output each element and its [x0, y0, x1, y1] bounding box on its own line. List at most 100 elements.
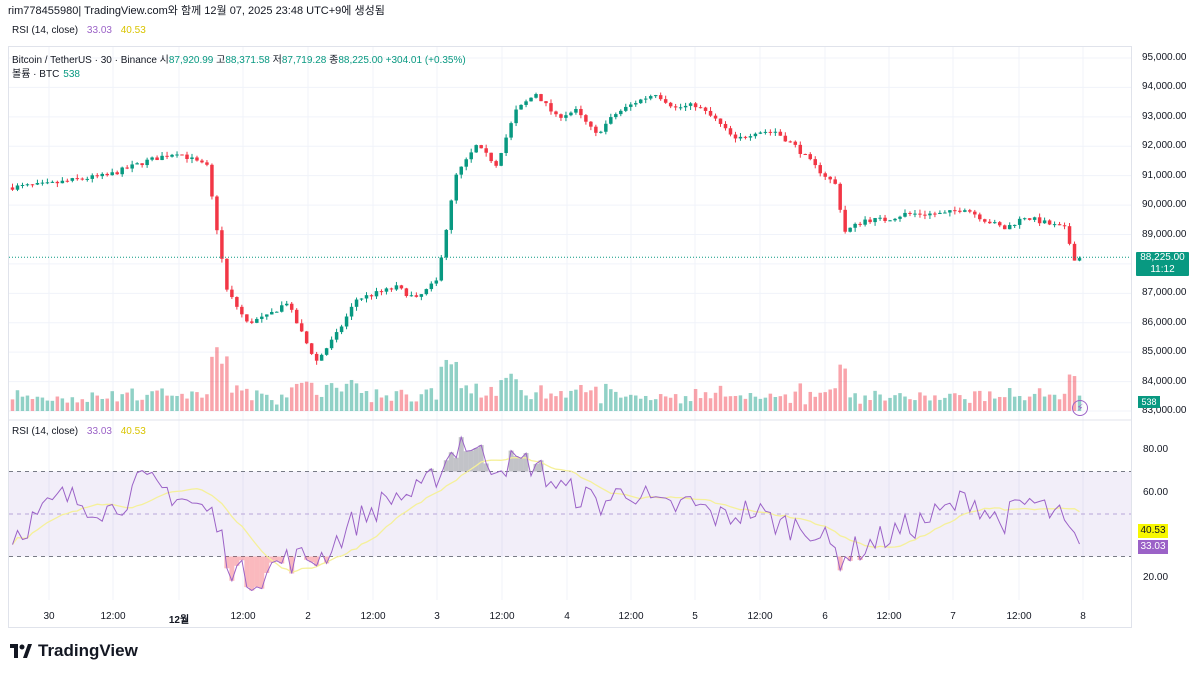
candle-body [349, 306, 354, 317]
volume-bar [943, 397, 947, 411]
tradingview-logo[interactable]: TradingView [10, 641, 138, 661]
candle-body [359, 298, 364, 300]
candle-body [220, 230, 224, 259]
candle-body [678, 107, 683, 109]
candle-body [858, 223, 862, 225]
volume-bar [968, 402, 972, 411]
symbol-legend: Bitcoin / TetherUS · 30 · Binance 시87,92… [12, 54, 466, 82]
candle-body [753, 133, 758, 137]
price-axis-label: 83,000.00 [1142, 405, 1187, 416]
volume-bar [125, 392, 129, 411]
rsi-top-label: RSI (14, close) [12, 25, 79, 36]
volume-bar [195, 392, 199, 411]
volume-bar [813, 396, 817, 411]
candle-body [165, 155, 169, 157]
candle-body [873, 218, 877, 223]
candle-body [95, 175, 100, 177]
volume-bar [165, 395, 169, 411]
candle-body [150, 157, 154, 160]
volume-bar [494, 395, 498, 411]
volume-bar [963, 399, 967, 411]
volume-bar [1072, 376, 1077, 411]
volume-bar [389, 400, 394, 411]
candle-body [225, 258, 229, 290]
rsi-panel-ma-value: 40.53 [120, 426, 146, 437]
price-axis-label: 87,000.00 [1142, 287, 1187, 299]
volume-bar [404, 394, 409, 411]
volume-bar [409, 401, 414, 411]
volume-bar [70, 397, 75, 411]
volume-bar [1027, 396, 1032, 411]
time-axis-label: 3 [434, 611, 440, 622]
volume-bar [534, 392, 538, 411]
volume-bar [200, 397, 204, 411]
candle-body [559, 114, 563, 118]
candle-body [992, 222, 997, 224]
symbol-name[interactable]: Bitcoin / TetherUS · 30 · Binance [12, 55, 157, 66]
candle-body [135, 163, 139, 165]
candle-body [100, 173, 104, 177]
candle-body [1017, 218, 1022, 225]
lightning-icon[interactable]: ⚡ [1072, 400, 1088, 416]
rsi-top-ma-value: 40.53 [120, 25, 146, 36]
candle-body [494, 161, 498, 166]
logo-text: TradingView [38, 641, 138, 660]
rsi-axis-label: 20.00 [1143, 571, 1169, 583]
candle-body [319, 354, 324, 361]
candle-body [658, 95, 663, 100]
volume-bar [524, 395, 528, 411]
volume-bar [609, 389, 613, 411]
candle-body [299, 323, 304, 332]
candle-body [1047, 220, 1052, 225]
candle-body [793, 141, 798, 145]
volume-bar [464, 385, 468, 411]
candle-body [1037, 217, 1042, 224]
chart-frame[interactable] [8, 46, 1132, 628]
candle-body [668, 102, 673, 107]
volume-bar [978, 390, 982, 411]
volume-tag: 538 [1138, 396, 1160, 408]
volume-label: 볼륨 · BTC [12, 69, 60, 80]
rsi-axis-label: 80.00 [1143, 444, 1169, 456]
volume-bar [90, 392, 95, 411]
volume-bar [235, 385, 239, 411]
candle-body [250, 321, 254, 323]
candle-body [419, 294, 424, 297]
price-axis-label: 93,000.00 [1142, 110, 1187, 122]
candle-body [893, 218, 897, 221]
volume-bar [918, 392, 922, 411]
candle-body [1012, 224, 1017, 226]
candle-body [434, 280, 439, 284]
candle-body [703, 107, 708, 111]
volume-bar [723, 396, 728, 411]
volume-bar [289, 387, 294, 411]
last-price: 88,225.00 [1140, 252, 1185, 263]
volume-bar [10, 399, 15, 411]
candle-body [245, 314, 249, 322]
candle-body [953, 210, 957, 212]
candle-body [988, 221, 992, 224]
volume-bar [324, 384, 329, 411]
volume-bar [65, 402, 70, 411]
candle-body [20, 184, 25, 186]
last-price-tag: 88,225.00 11:12 [1136, 252, 1189, 276]
candle-body [748, 136, 753, 138]
candle-body [938, 212, 942, 215]
time-axis-label: 12:00 [876, 611, 902, 622]
volume-bar [255, 390, 259, 411]
volume-bar [728, 396, 733, 411]
candle-body [509, 123, 513, 138]
volume-bar [175, 395, 179, 411]
volume-bar [913, 400, 917, 411]
volume-bar [80, 399, 85, 411]
candle-body [883, 217, 887, 221]
candle-body [444, 229, 449, 258]
volume-bar [823, 392, 827, 411]
time-axis-label: 8 [1080, 611, 1086, 622]
volume-bar [863, 395, 867, 411]
rsi-ma-tag: 40.53 [1138, 524, 1168, 538]
candle-body [324, 348, 329, 355]
volume-bar [459, 388, 463, 411]
rsi-value-tag: 33.03 [1138, 540, 1168, 554]
